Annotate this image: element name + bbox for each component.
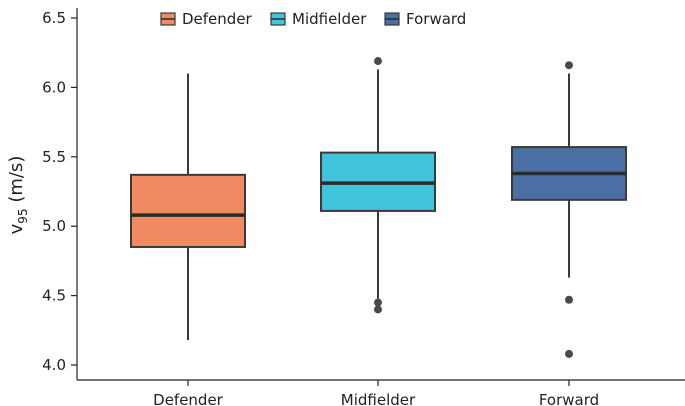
outlier-point (565, 295, 573, 304)
outlier-point (374, 305, 382, 314)
x-ticks: Defender Midfielder Forward (153, 380, 599, 406)
legend: Defender Midfielder Forward (160, 10, 466, 28)
outlier-point (374, 298, 382, 307)
y-ticks: 4.0 4.5 5.0 5.5 6.0 6.5 (42, 9, 77, 374)
y-tick-label: 5.0 (42, 217, 66, 235)
y-tick-label: 5.5 (42, 148, 66, 166)
y-label-symbol: v (6, 223, 27, 234)
legend-item-defender: Defender (160, 10, 253, 28)
y-axis-label: v95 (m/s) (6, 156, 30, 235)
legend-item-forward: Forward (384, 10, 466, 28)
legend-item-midfielder: Midfielder (270, 10, 367, 28)
y-label-unit: (m/s) (6, 156, 27, 209)
outlier-point (565, 349, 573, 358)
y-tick-label: 6.0 (42, 78, 66, 96)
x-tick-label: Midfielder (341, 391, 416, 406)
x-tick-label: Defender (153, 391, 224, 406)
legend-label: Defender (182, 10, 253, 28)
boxes (130, 57, 627, 358)
outlier-point (374, 57, 382, 66)
y-tick-label: 4.5 (42, 287, 66, 305)
x-tick-label: Forward (539, 391, 599, 406)
outlier-point (565, 61, 573, 70)
y-tick-label: 6.5 (42, 9, 66, 27)
box-midfielder (320, 57, 436, 314)
box-forward (511, 61, 627, 358)
legend-label: Midfielder (292, 10, 367, 28)
y-tick-label: 4.0 (42, 356, 66, 374)
legend-label: Forward (406, 10, 466, 28)
box-defender (130, 73, 246, 341)
y-label-subscript: 95 (16, 208, 30, 223)
iqr-box (130, 173, 246, 249)
axes (76, 8, 685, 381)
